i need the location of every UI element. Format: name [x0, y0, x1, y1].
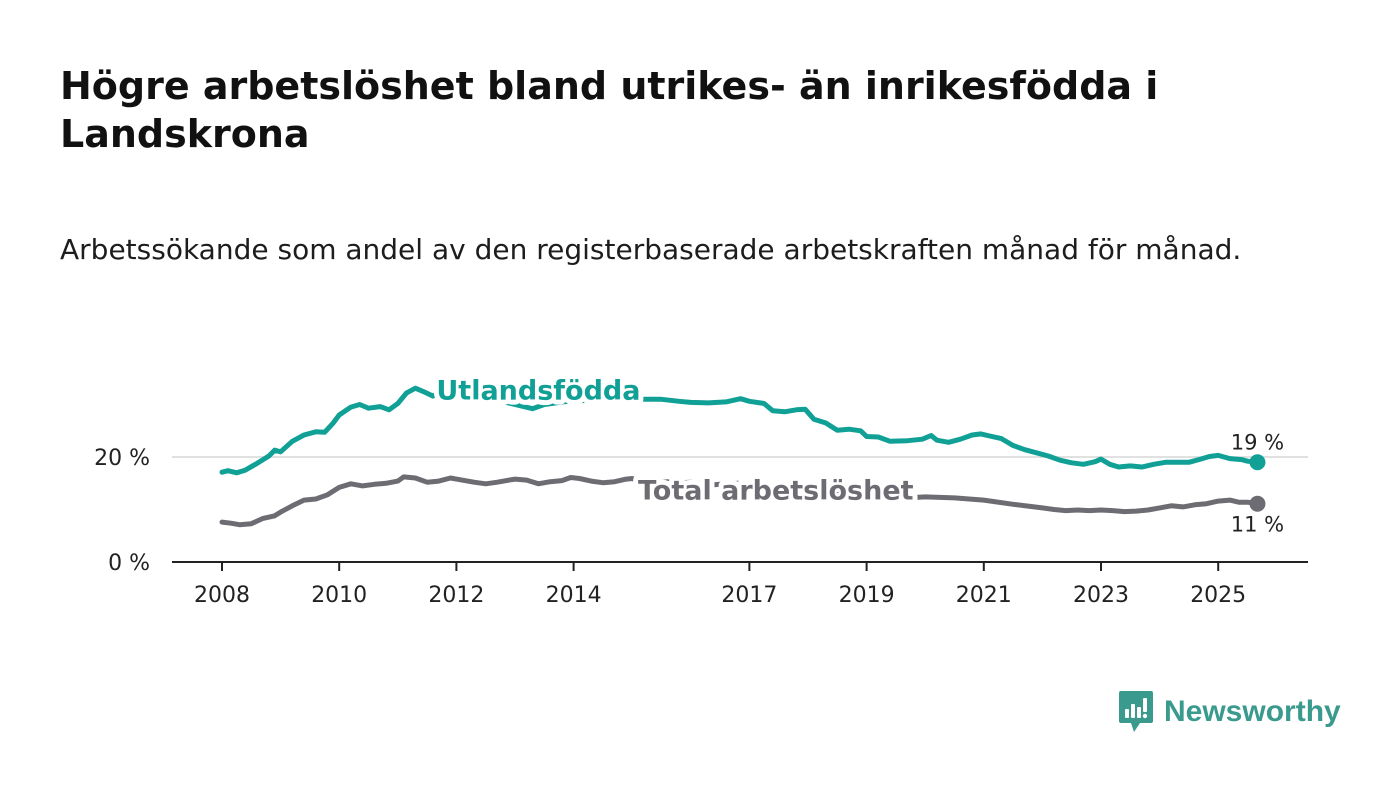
axes: 0 % 20 % 2008 2010 2012 2014 2017 2019 2021 2023 2… — [94, 446, 1308, 608]
x-tick: 2010 — [311, 562, 367, 608]
y-tick: 0 % — [108, 551, 150, 576]
x-tick: 2023 — [1073, 562, 1129, 608]
x-tick: 2021 — [956, 562, 1012, 608]
series-line-total-arbetsl-shet — [219, 474, 1260, 528]
x-tick-label: 2025 — [1190, 583, 1246, 608]
x-tick-label: 2014 — [546, 583, 602, 608]
chart-title: Högre arbetslöshet bland utrikes- än inr… — [60, 64, 1159, 156]
series-label-halo-utlandsf-dda: Utlandsfödda — [436, 375, 640, 406]
x-tick-label: 2010 — [311, 583, 367, 608]
x-tick: 2019 — [839, 562, 895, 608]
x-tick-label: 2012 — [428, 583, 484, 608]
x-tick-label: 2023 — [1073, 583, 1129, 608]
series-end-dot-utlandsf-dda — [1249, 454, 1266, 471]
x-tick-label: 2021 — [956, 583, 1012, 608]
series-label-halo-total-arbetsl-shet: Total arbetslöshet — [638, 476, 914, 507]
y-tick-label: 0 % — [108, 551, 150, 576]
brand-name: Newsworthy — [1164, 695, 1341, 728]
x-tick: 2012 — [428, 562, 484, 608]
series-lines — [219, 383, 1266, 528]
series-end-label-total-arbetsl-shet: 11 % — [1231, 513, 1284, 537]
y-tick-label: 20 % — [94, 446, 150, 471]
x-tick-label: 2008 — [194, 583, 250, 608]
series-line-utlandsf-dda — [219, 383, 1260, 476]
line-chart: 0 % 20 % 2008 2010 2012 2014 2017 2019 2021 2023 2… — [94, 370, 1308, 608]
x-tick-label: 2019 — [839, 583, 895, 608]
x-tick: 2014 — [546, 562, 602, 608]
newsworthy-logo: Newsworthy — [1118, 690, 1341, 734]
chart-subtitle: Arbetssökande som andel av den registerb… — [60, 233, 1242, 266]
series-end-label-utlandsf-dda: 19 % — [1231, 430, 1284, 454]
x-tick: 2017 — [721, 562, 777, 608]
y-tick: 20 % — [94, 446, 150, 471]
x-tick: 2008 — [194, 562, 250, 608]
x-tick-label: 2017 — [721, 583, 777, 608]
series-label-utlandsf-dda: Utlandsfödda — [436, 375, 640, 406]
series-end-dot-total-arbetsl-shet — [1249, 495, 1266, 512]
x-tick: 2025 — [1190, 562, 1246, 608]
series-label-total-arbetsl-shet: Total arbetslöshet — [638, 476, 914, 507]
bar-chart-bubble-icon — [1119, 691, 1153, 732]
